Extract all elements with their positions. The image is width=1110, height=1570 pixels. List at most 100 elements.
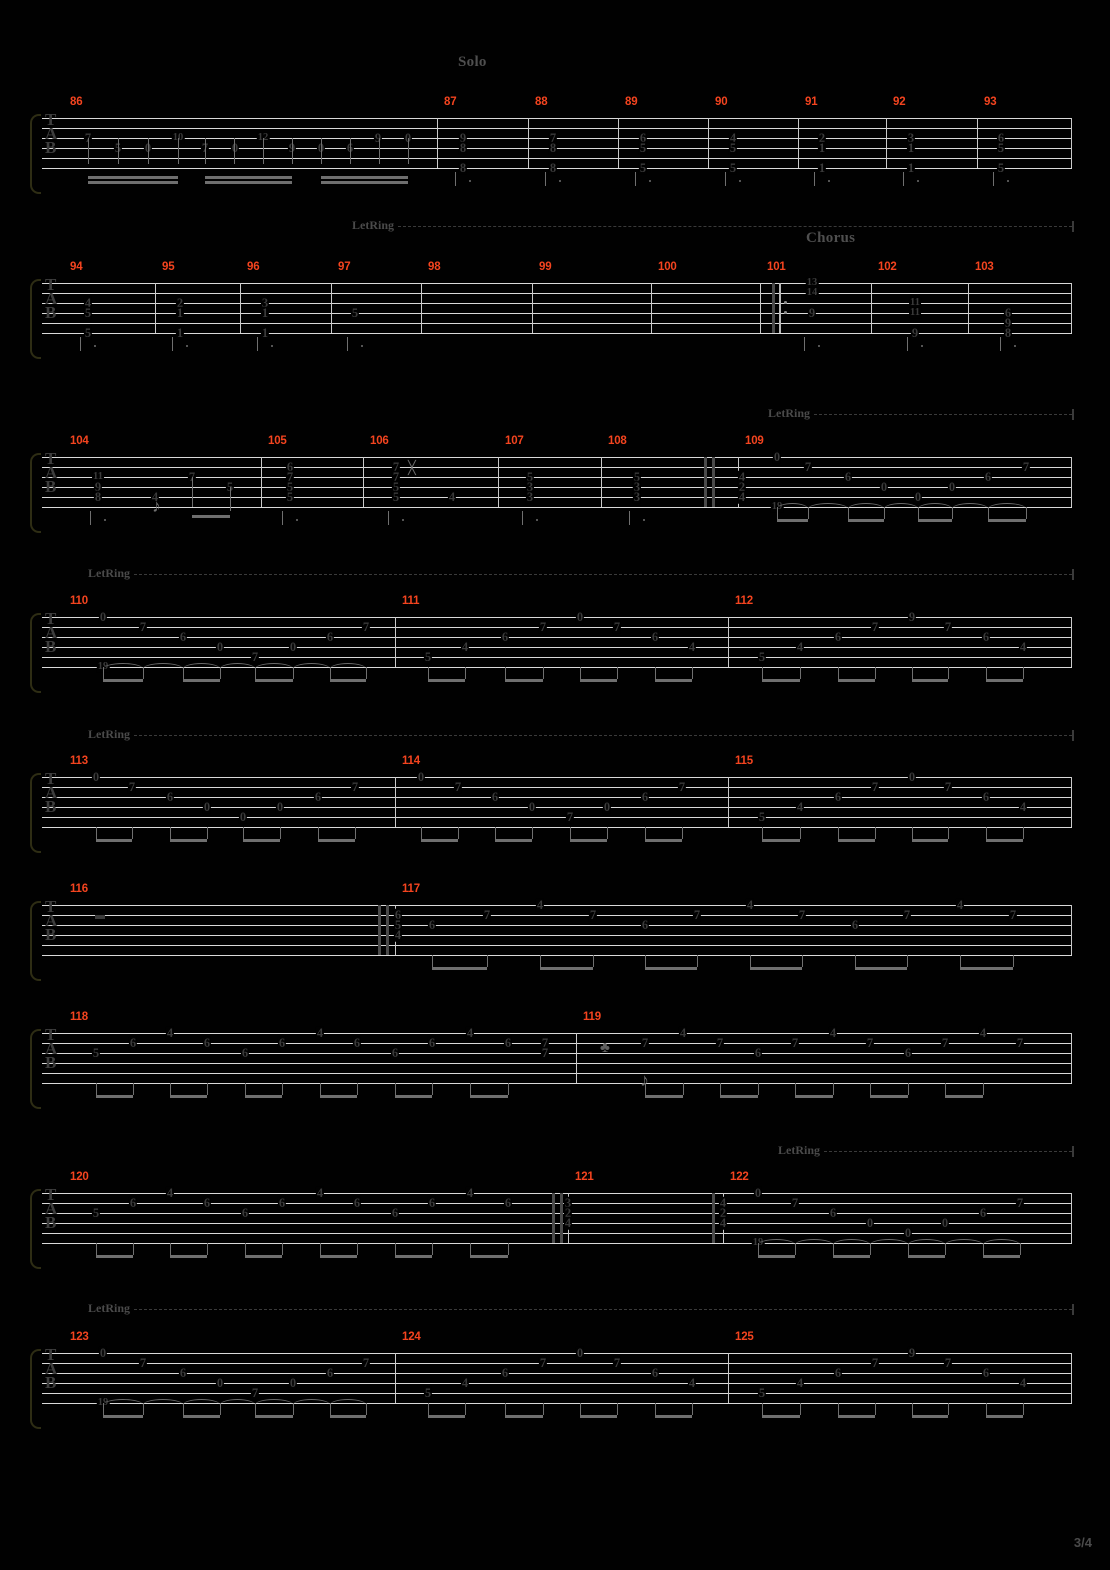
rhythm-stem: [725, 172, 726, 186]
fret-number: 5: [757, 649, 767, 664]
note-stem: [192, 477, 194, 507]
note-stem: [912, 667, 914, 679]
repeat-dot: [784, 311, 787, 314]
measure-number: 106: [370, 435, 389, 447]
measure-number: 125: [735, 1331, 754, 1343]
fret-number: 0: [288, 1375, 298, 1390]
fret-number: 13: [805, 276, 819, 289]
rhythm-dot: [469, 180, 471, 182]
barline-final: [1071, 457, 1072, 507]
note-stem: [875, 667, 877, 679]
fret-number: 5: [83, 305, 93, 320]
note-beam: [421, 839, 458, 842]
barline: [261, 457, 262, 507]
fret-number: 7: [1021, 459, 1031, 474]
fret-number: 4: [83, 295, 93, 310]
note-beam: [983, 1255, 1020, 1258]
note-stem: [808, 507, 810, 519]
note-beam: [103, 679, 143, 682]
fret-number: 7: [548, 130, 558, 145]
fret-number: 6: [178, 1365, 188, 1380]
note-stem: [907, 955, 909, 967]
letring-dashes: [398, 226, 1072, 227]
note-stem: [986, 827, 988, 839]
note-stem: [875, 1403, 877, 1415]
staff-line: [42, 1043, 1072, 1044]
tab-clef-b: B: [45, 1053, 57, 1072]
note-stem: [330, 1403, 332, 1415]
note-stem: [655, 1403, 657, 1415]
barline-final: [1071, 1193, 1072, 1243]
fret-number: 7: [453, 779, 463, 794]
fret-number: 5: [391, 489, 401, 504]
fret-number: 6: [833, 1365, 843, 1380]
fret-number: 7: [361, 619, 371, 634]
staff-line: [42, 617, 1072, 618]
fret-number: 5: [757, 809, 767, 824]
staff-brace: [30, 279, 41, 359]
fret-number: 0: [575, 1345, 585, 1360]
tie-curve: [330, 1399, 366, 1405]
note-stem: [487, 955, 489, 967]
fret-number: 6: [427, 1195, 437, 1210]
staff-line: [42, 467, 1072, 468]
note-beam: [580, 1415, 617, 1418]
note-stem: [320, 1243, 322, 1255]
staff-line: [42, 905, 1072, 906]
fret-number: 4: [1018, 799, 1028, 814]
note-stem: [133, 1243, 135, 1255]
fret-number: 6: [981, 629, 991, 644]
note-beam: [96, 1095, 133, 1098]
staff-line: [42, 777, 1072, 778]
fret-number: 8: [458, 140, 468, 155]
note-beam: [758, 1255, 795, 1258]
fret-number: 7: [870, 619, 880, 634]
measure-number: 124: [402, 1331, 421, 1343]
barline: [728, 617, 729, 667]
letring-dashes: [134, 574, 1072, 575]
fret-number: 4: [1018, 639, 1028, 654]
letring-label: LetRing: [778, 1143, 820, 1157]
staff-line: [42, 1203, 1072, 1204]
staff-line: [42, 283, 1072, 284]
note-stem: [282, 1083, 284, 1095]
note-stem: [645, 1083, 647, 1095]
note-beam: [395, 1255, 432, 1258]
fret-number: 0: [527, 799, 537, 814]
note-stem: [952, 507, 954, 519]
note-stem: [143, 1403, 145, 1415]
staff-line: [42, 1073, 1072, 1074]
note-stem: [395, 1243, 397, 1255]
staff-line: [42, 1083, 1072, 1084]
note-stem: [948, 667, 950, 679]
note-stem: [912, 827, 914, 839]
note-stem: [580, 667, 582, 679]
note-stem: [432, 1243, 434, 1255]
fret-number: 7: [790, 1035, 800, 1050]
staff-line: [42, 787, 1072, 788]
letring-end-tick: [1072, 221, 1074, 232]
barline: [871, 283, 872, 333]
fret-number: 8: [93, 489, 103, 504]
note-stem: [508, 1243, 510, 1255]
rhythm-dot: [536, 519, 538, 521]
note-beam: [655, 679, 692, 682]
note-stem: [750, 955, 752, 967]
staff-line: [42, 128, 1072, 129]
fret-number: 5: [638, 160, 648, 175]
note-beam: [432, 967, 487, 970]
fret-number: 7: [565, 809, 575, 824]
fret-number: 3: [632, 479, 642, 494]
letring-label: LetRing: [88, 1301, 130, 1315]
letring-dashes: [134, 1309, 1072, 1310]
fret-number: 4: [460, 1375, 470, 1390]
tie-curve: [918, 503, 952, 509]
note-stem: [645, 955, 647, 967]
staff-line: [42, 1373, 1072, 1374]
barline: [395, 777, 396, 827]
note-stem: [243, 827, 245, 839]
note-stem: [800, 667, 802, 679]
fret-number: 5: [757, 1385, 767, 1400]
staff-line: [42, 955, 1072, 956]
fret-number: 4: [718, 1215, 728, 1230]
